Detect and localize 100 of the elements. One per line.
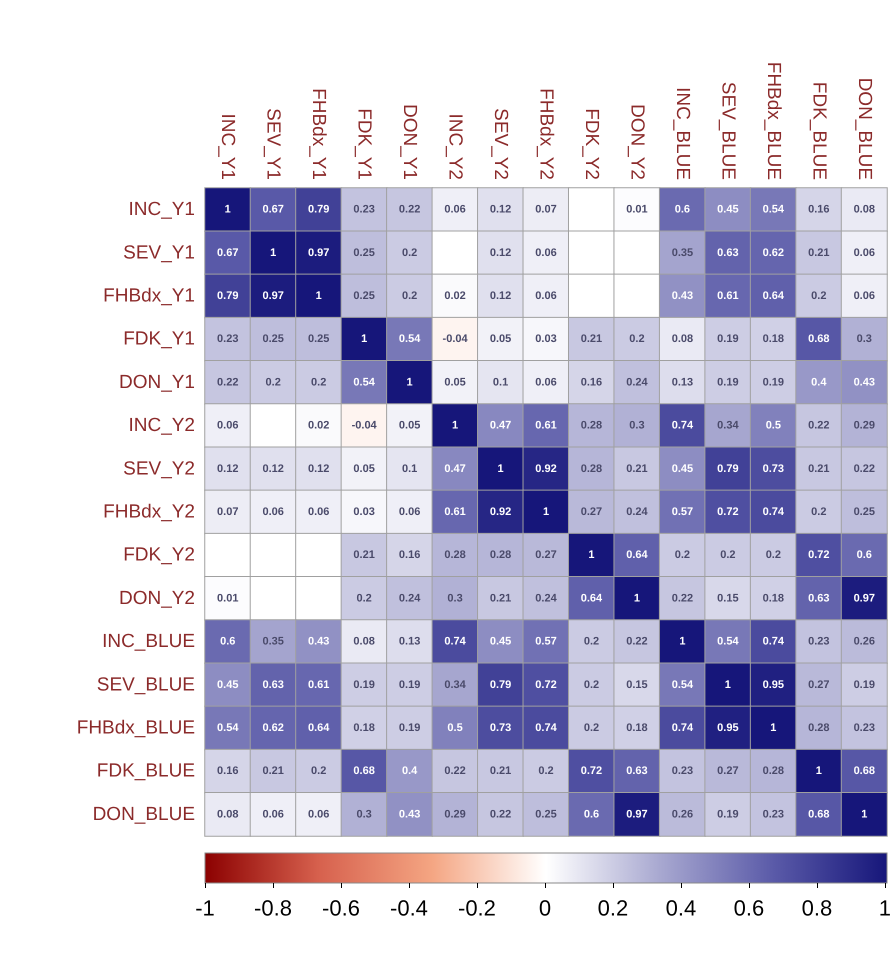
data-label: 0.18 [762,333,784,346]
data-label: 1 [361,333,368,346]
data-label: 0.2 [311,765,326,778]
data-label: 0.13 [398,636,420,648]
data-label: 0.06 [398,506,420,518]
data-label: 0.64 [626,549,649,562]
data-label: 0.21 [580,333,602,346]
data-label: 0.22 [672,592,694,604]
data-label: 1 [634,592,640,604]
data-label: 0.08 [672,333,694,346]
data-label: 0.74 [535,722,558,734]
data-label: 1 [497,462,504,475]
data-label: 0.6 [220,636,236,648]
data-label: 0.19 [717,333,739,346]
data-label: 0.03 [535,333,557,346]
data-label: 0.63 [626,765,648,778]
y-tick-label: DON_Y2 [118,588,195,609]
y-tick-label: INC_Y1 [128,199,195,220]
data-label: 0.06 [535,376,557,388]
x-tick-label: INC_Y1 [217,113,238,180]
data-label: 0.2 [674,549,690,562]
data-label: 0.95 [717,722,739,734]
data-label: 1 [406,376,413,388]
data-label: 0.13 [672,376,694,388]
data-label: 0.19 [717,808,739,820]
data-label: 1 [270,246,276,259]
data-label: 0.61 [308,678,330,691]
data-label: 0.61 [535,420,557,432]
data-label: 0.2 [402,246,418,259]
data-label: 0.18 [762,592,784,604]
data-label: 0.21 [353,549,375,562]
data-label: 0.68 [854,765,875,778]
data-label: 0.27 [808,678,830,691]
data-label: 0.3 [629,420,645,432]
y-tick-label: FHBdx_Y1 [103,286,195,306]
data-label: 0.02 [444,290,466,302]
data-label: 0.62 [762,246,784,259]
data-label: 0.22 [217,376,238,388]
data-label: 0.05 [353,462,375,475]
data-label: 0.64 [580,592,604,604]
data-label: 0.6 [856,549,872,562]
data-label: 0.27 [580,506,602,518]
data-label: 0.57 [535,636,557,648]
data-label: 0.43 [308,636,330,648]
data-label: 0.68 [353,765,375,778]
x-tick-label: FDK_Y2 [580,108,602,180]
data-label: 0.29 [444,808,466,820]
y-tick-label: DON_BLUE [92,804,195,825]
y-tick-label: FHBdx_Y2 [103,502,195,522]
data-label: 0.25 [262,333,284,346]
data-label: 0.63 [808,592,830,604]
data-label: 0.34 [444,678,467,691]
data-label: 0.97 [308,246,330,259]
data-label: 0.22 [808,420,830,432]
data-label: 0.2 [356,592,372,604]
data-label: 0.79 [308,204,330,216]
data-label: 0.74 [672,722,694,734]
data-label: 0.25 [535,808,557,820]
data-label: 0.62 [262,722,284,734]
data-label: 0.2 [584,636,600,648]
data-label: 0.97 [854,592,875,604]
data-label: 0.2 [538,765,554,778]
data-label: 0.2 [584,722,600,734]
x-tick-label: SEV_Y2 [490,108,512,180]
data-label: 0.22 [444,765,466,778]
data-label: 0.45 [217,678,238,691]
data-label: 0.06 [217,420,238,432]
y-tick-label: FDK_Y1 [123,328,195,350]
data-label: 1 [542,506,550,518]
y-tick-label: DON_Y1 [118,372,195,393]
data-label: 0.05 [398,420,420,432]
color-bar-label: -0.8 [254,896,292,920]
x-tick-label: SEV_Y1 [262,108,284,180]
data-label: 0.54 [672,678,694,691]
data-label: 1 [816,765,822,778]
x-tick-label: FHBdx_Y2 [536,88,556,180]
data-label: 0.19 [717,376,739,388]
data-label: 0.73 [762,462,784,475]
data-label: 0.19 [398,722,420,734]
data-label: 0.22 [854,462,875,475]
data-label: 0.15 [626,678,648,691]
data-label: 0.34 [717,420,740,432]
data-label: 0.06 [535,290,557,302]
data-label: 0.01 [626,204,648,216]
data-label: 0.47 [444,462,466,475]
data-label: 0.3 [447,592,463,604]
data-label: 0.63 [262,678,284,691]
data-label: 0.12 [490,204,512,216]
data-label: -0.04 [352,420,378,432]
y-tick-label: FHBdx_BLUE [76,718,195,738]
data-label: 0.02 [308,420,330,432]
data-label: 0.97 [626,808,648,820]
data-label: 1 [861,808,868,820]
data-label: 0.12 [490,290,512,302]
data-label: 0.61 [444,506,466,518]
data-label: 0.26 [854,636,875,648]
data-label: 0.72 [808,549,830,562]
data-label: 0.4 [811,376,828,388]
data-label: 0.74 [762,636,785,648]
data-label: 0.54 [398,333,422,346]
